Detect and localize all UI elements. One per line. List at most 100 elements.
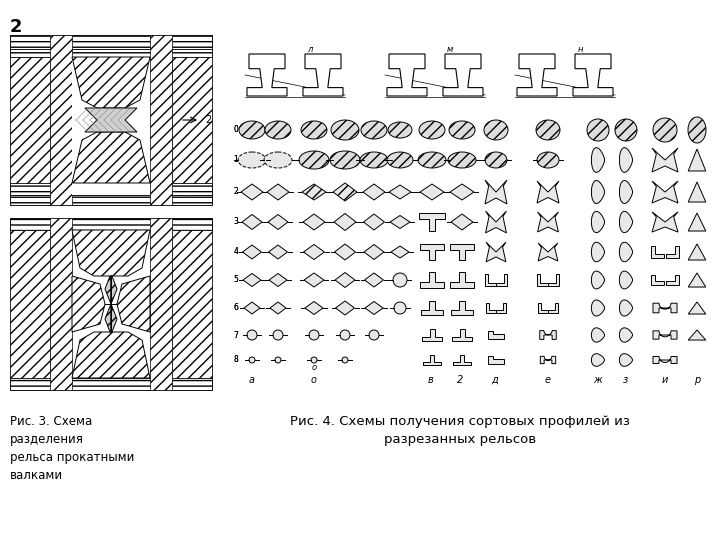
Polygon shape <box>485 180 507 204</box>
Polygon shape <box>688 302 706 314</box>
Polygon shape <box>364 245 384 260</box>
Ellipse shape <box>418 152 446 168</box>
Text: д: д <box>492 375 498 385</box>
Polygon shape <box>117 276 150 332</box>
Polygon shape <box>652 181 678 203</box>
Text: 2: 2 <box>233 187 238 197</box>
Polygon shape <box>423 355 441 365</box>
Text: 0: 0 <box>233 125 238 134</box>
Text: 3: 3 <box>233 218 238 226</box>
Text: 1: 1 <box>233 156 238 165</box>
Polygon shape <box>591 147 605 172</box>
Polygon shape <box>72 132 150 183</box>
Ellipse shape <box>394 302 406 314</box>
Polygon shape <box>450 272 474 288</box>
Polygon shape <box>497 274 507 286</box>
Polygon shape <box>540 330 557 340</box>
Text: 6: 6 <box>233 303 238 313</box>
Polygon shape <box>537 181 559 203</box>
Polygon shape <box>172 35 212 205</box>
Polygon shape <box>619 211 633 233</box>
Polygon shape <box>653 303 677 313</box>
Polygon shape <box>538 212 559 232</box>
Polygon shape <box>10 35 50 205</box>
Polygon shape <box>105 304 111 332</box>
Polygon shape <box>487 330 504 340</box>
Polygon shape <box>10 218 50 390</box>
Ellipse shape <box>342 357 348 363</box>
Polygon shape <box>111 276 117 304</box>
Ellipse shape <box>340 330 350 340</box>
Ellipse shape <box>484 120 508 140</box>
Polygon shape <box>453 355 471 365</box>
Polygon shape <box>651 274 665 286</box>
Polygon shape <box>573 54 613 96</box>
Ellipse shape <box>587 119 609 141</box>
Polygon shape <box>85 108 137 132</box>
Ellipse shape <box>264 152 292 168</box>
Text: 5: 5 <box>233 275 238 285</box>
Polygon shape <box>304 245 325 260</box>
Text: е: е <box>545 375 551 385</box>
Polygon shape <box>688 182 706 202</box>
Text: о: о <box>312 363 317 373</box>
Polygon shape <box>688 244 706 260</box>
Polygon shape <box>267 184 289 200</box>
Polygon shape <box>334 213 356 231</box>
Polygon shape <box>665 246 679 258</box>
Polygon shape <box>50 35 72 205</box>
Polygon shape <box>537 274 547 286</box>
Polygon shape <box>451 301 473 315</box>
Text: 2: 2 <box>457 375 463 385</box>
Ellipse shape <box>485 152 507 168</box>
Ellipse shape <box>301 121 327 139</box>
Polygon shape <box>303 54 343 96</box>
Polygon shape <box>619 242 633 262</box>
Text: 2: 2 <box>205 115 211 125</box>
Text: 2: 2 <box>10 18 22 36</box>
Polygon shape <box>72 230 150 276</box>
Ellipse shape <box>369 330 379 340</box>
Polygon shape <box>450 184 474 200</box>
Polygon shape <box>485 274 495 286</box>
Polygon shape <box>619 271 633 289</box>
Polygon shape <box>619 147 633 172</box>
Text: 5: 5 <box>233 275 238 285</box>
Ellipse shape <box>238 152 266 168</box>
Polygon shape <box>591 300 605 316</box>
Text: а: а <box>249 375 255 385</box>
Bar <box>10 218 212 390</box>
Ellipse shape <box>249 357 255 363</box>
Polygon shape <box>549 274 559 286</box>
Polygon shape <box>485 211 506 233</box>
Polygon shape <box>619 328 633 342</box>
Text: 0: 0 <box>233 125 238 134</box>
Polygon shape <box>336 301 354 315</box>
Polygon shape <box>247 54 287 96</box>
Text: р: р <box>694 375 700 385</box>
Polygon shape <box>241 184 263 200</box>
Polygon shape <box>270 302 286 314</box>
Bar <box>10 378 212 390</box>
Polygon shape <box>72 332 150 378</box>
Ellipse shape <box>653 118 677 142</box>
Polygon shape <box>665 274 679 286</box>
Ellipse shape <box>331 120 359 140</box>
Polygon shape <box>619 300 633 316</box>
Polygon shape <box>653 356 677 363</box>
Polygon shape <box>651 246 665 258</box>
Polygon shape <box>591 211 605 233</box>
Ellipse shape <box>536 120 560 140</box>
Polygon shape <box>652 148 678 172</box>
Bar <box>10 218 212 230</box>
Text: н: н <box>577 45 582 55</box>
Text: 3: 3 <box>233 218 238 226</box>
Polygon shape <box>364 273 384 287</box>
Ellipse shape <box>273 330 283 340</box>
Ellipse shape <box>419 121 445 139</box>
Polygon shape <box>443 54 483 96</box>
Polygon shape <box>652 212 678 232</box>
Text: Рис. 4. Схемы получения сортовых профилей из
разрезанных рельсов: Рис. 4. Схемы получения сортовых профиле… <box>290 415 630 446</box>
Text: о: о <box>311 375 317 385</box>
Polygon shape <box>422 329 442 341</box>
